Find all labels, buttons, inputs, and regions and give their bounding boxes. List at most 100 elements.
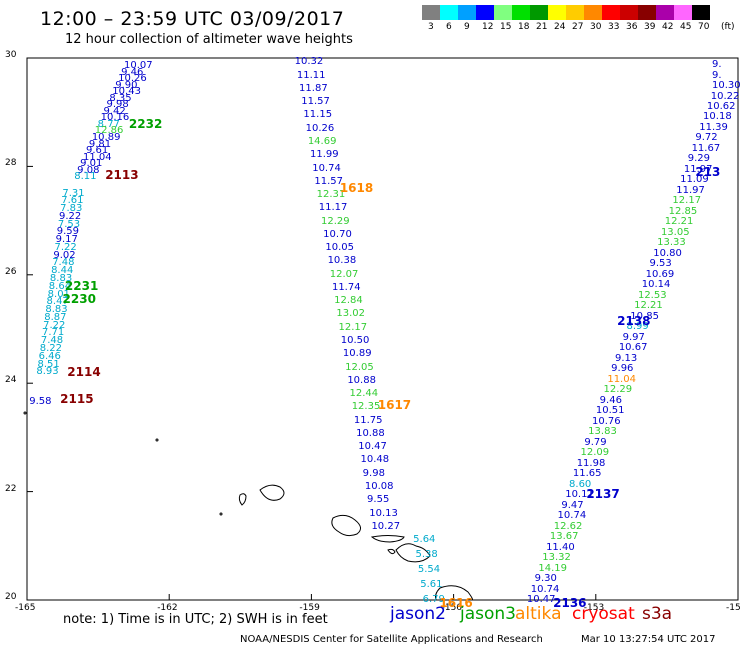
pass-number-label: 2230 [62, 292, 96, 307]
hawaiian-islands [23, 411, 473, 601]
legend-entry-cryosat: cryosat [572, 604, 635, 624]
wave-height-value: 9.61 [85, 145, 109, 157]
oahu-island [331, 514, 361, 537]
scale-bin-label: 33 [608, 22, 620, 32]
wave-height-scale: 3 6 9 12 15 18 21 24 27 30 33 36 39 42 45 70 [422, 5, 710, 32]
wave-height-value: 8.51 [37, 358, 60, 370]
latitude-label: 26 [5, 266, 17, 277]
wave-height-value: 8.22 [39, 343, 62, 355]
timestamp: Mar 10 13:27:54 UTC 2017 [581, 634, 716, 645]
grid-lines [26, 57, 739, 601]
niihau-island [238, 493, 247, 506]
wave-height-value: 7.53 [57, 218, 81, 230]
scale-bin: 45 [674, 5, 692, 32]
wave-height-value: 13.05 [660, 226, 690, 238]
wave-height-value: 8.99 [626, 321, 649, 333]
wave-height-value: 9.30 [534, 573, 557, 585]
pass-number-label: 2138 [617, 313, 651, 328]
wave-height-value: 7.22 [43, 319, 66, 331]
wave-height-value: 10.05 [325, 242, 355, 254]
wave-height-value: 10.32 [294, 56, 324, 68]
wave-height-value: 8.93 [36, 366, 59, 378]
legend-entry-s3a: s3a [642, 604, 673, 624]
scale-bin-label: 36 [626, 22, 638, 32]
scale-bin-label: 45 [680, 22, 692, 32]
latitude-label: 24 [5, 375, 17, 386]
wave-height-value: 10.27 [371, 520, 401, 532]
wave-height-value: 5.54 [417, 564, 441, 576]
scale-bin-label: 6 [446, 22, 452, 32]
wave-height-value: 9.53 [649, 258, 672, 270]
wave-height-value: 10.16 [100, 112, 130, 124]
longitude-label: -162 [157, 603, 178, 613]
pass-number-label: 1616 [439, 595, 473, 610]
wave-height-value: 8.87 [44, 311, 67, 323]
legend-entry-jason3: jason3 [460, 604, 516, 624]
scale-unit: (ft) [721, 22, 735, 32]
wave-height-value: 9.59 [56, 226, 79, 238]
wave-height-value: 12.44 [349, 388, 379, 400]
wave-height-value: 12.05 [345, 361, 374, 373]
wave-height-value: 11.75 [353, 414, 383, 426]
wave-height-value: 11.67 [691, 142, 721, 154]
scale-bin: 70 [692, 5, 710, 32]
wave-height-value: 9.29 [687, 153, 710, 165]
wave-height-value: 11.57 [314, 175, 344, 187]
wave-height-value: 13.83 [588, 426, 617, 438]
wave-height-value: 11.04 [83, 151, 112, 163]
wave-height-value: 11.09 [680, 174, 709, 186]
wave-height-value: 10.26 [118, 73, 147, 85]
wave-height-value: 10.13 [369, 507, 398, 519]
wave-height-value: 12.07 [329, 268, 359, 280]
wave-height-value: 9.13 [614, 352, 638, 364]
wave-height-value: 9.98 [362, 467, 385, 479]
wave-height-value: 12.17 [338, 321, 368, 333]
scale-bin: 42 [656, 5, 674, 32]
latitude-label: 22 [5, 483, 17, 494]
wave-height-value: 9.97 [622, 331, 645, 343]
wave-height-value: 8.64 [48, 280, 72, 292]
wave-height-value: 13.33 [657, 237, 686, 249]
wave-height-value: 11.74 [331, 281, 361, 293]
wave-height-value: 9.42 [103, 105, 126, 117]
wave-height-value: 10.47 [358, 441, 387, 453]
wave-height-value: 12.21 [664, 216, 694, 228]
wave-height-value: 9.58 [29, 396, 52, 408]
lanai-island [387, 548, 396, 555]
wave-height-value: 11.40 [546, 541, 575, 553]
wave-height-value: 10.76 [592, 415, 621, 427]
wave-height-value: 9.98 [106, 99, 129, 111]
wave-height-value: 9.08 [77, 164, 100, 176]
footnote: note: 1) Time is in UTC; 2) SWH is in fe… [63, 612, 328, 627]
wave-height-value: 10.50 [340, 335, 370, 347]
wave-height-value: 5.64 [413, 534, 436, 546]
reef-dot [23, 411, 27, 415]
wave-height-value: 10.70 [323, 228, 352, 240]
longitude-label: -165 [15, 603, 36, 613]
pass-number-label: 2232 [128, 117, 163, 132]
wave-height-value: 7.83 [60, 203, 83, 215]
wave-height-value: 10.62 [706, 101, 736, 112]
wave-height-value: 10.18 [703, 111, 732, 123]
wave-height-value: 10.88 [356, 427, 385, 439]
scale-bin: 24 [548, 5, 566, 32]
pass-number-label: 2115 [60, 392, 94, 407]
wave-height-value: 11.17 [318, 202, 348, 214]
wave-height-value: 12.29 [603, 384, 633, 396]
wave-height-value: 10.80 [653, 247, 682, 259]
wave-height-value: 9.47 [561, 499, 584, 511]
maui-island [395, 543, 431, 563]
wave-height-value: 10.08 [364, 481, 394, 493]
wave-height-value: 10.89 [342, 348, 372, 360]
latitude-label: 28 [5, 158, 17, 169]
pass-number-label: 1618 [339, 181, 374, 196]
wave-height-value: 12.85 [668, 205, 698, 217]
wave-height-value: 5.38 [415, 549, 438, 561]
wave-height-value: 9.72 [695, 132, 718, 144]
wave-height-value: 8.35 [109, 92, 132, 104]
wave-height-value: 13.32 [542, 552, 571, 564]
wave-height-value: 14.19 [538, 562, 568, 574]
longitude-label: -153 [583, 603, 605, 613]
